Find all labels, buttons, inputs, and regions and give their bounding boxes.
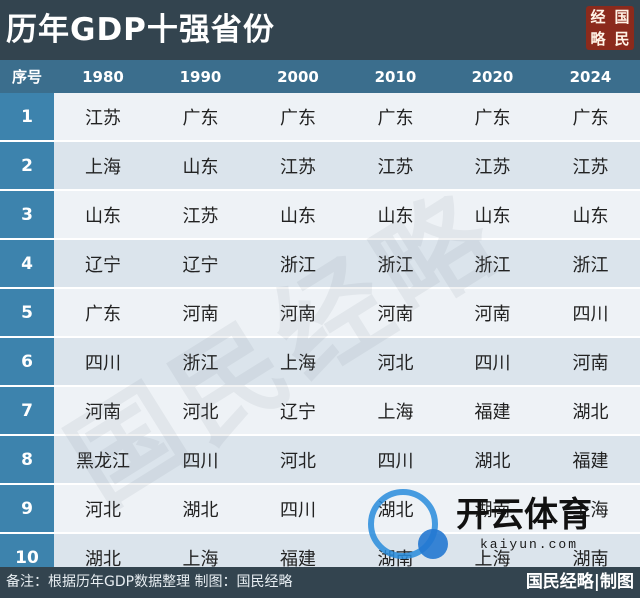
seal-char: 略 [590,30,606,48]
province-cell: 河南 [347,288,444,338]
table-row: 3 山东 江苏 山东 山东 山东 山东 [0,190,640,240]
table-row: 7 河南 河北 辽宁 上海 福建 湖北 [0,386,640,436]
table-row: 1 江苏 广东 广东 广东 广东 广东 [0,93,640,142]
seal-char: 国 [614,8,630,26]
province-cell: 广东 [444,93,541,142]
rank-number: 8 [0,435,54,485]
table-row: 5 广东 河南 河南 河南 河南 四川 [0,288,640,338]
seal-char: 民 [614,30,630,48]
province-cell: 四川 [249,484,347,534]
province-cell: 广东 [152,93,249,142]
province-cell: 山东 [152,141,249,191]
province-cell: 江苏 [347,141,444,191]
rank-number: 1 [0,93,54,142]
column-header-year: 1980 [54,60,152,93]
province-cell: 浙江 [249,239,347,289]
province-cell: 河北 [152,386,249,436]
province-cell: 江苏 [541,141,640,191]
province-cell: 湖南 [444,484,541,534]
province-cell: 四川 [444,337,541,387]
province-cell: 江苏 [444,141,541,191]
province-cell: 浙江 [444,239,541,289]
province-cell: 山东 [54,190,152,240]
table-row: 8 黑龙江 四川 河北 四川 湖北 福建 [0,435,640,485]
province-cell: 河南 [444,288,541,338]
province-cell: 四川 [347,435,444,485]
province-cell: 河南 [54,386,152,436]
rank-number: 7 [0,386,54,436]
column-header-year: 2024 [541,60,640,93]
page-title: 历年GDP十强省份 [6,12,275,48]
source-note: 备注：根据历年GDP数据整理 制图：国民经略 [6,574,293,590]
province-cell: 广东 [249,93,347,142]
province-cell: 河南 [152,288,249,338]
province-cell: 四川 [54,337,152,387]
table-row: 6 四川 浙江 上海 河北 四川 河南 [0,337,640,387]
province-cell: 湖北 [444,435,541,485]
province-cell: 福建 [541,435,640,485]
province-cell: 上海 [249,337,347,387]
province-cell: 山东 [347,190,444,240]
footer-bar: 备注：根据历年GDP数据整理 制图：国民经略 国民经略|制图 [0,567,640,598]
table-row: 9 河北 湖北 四川 湖北 湖南 上海 [0,484,640,534]
title-bar: 历年GDP十强省份 经 国 略 民 [0,0,640,60]
column-header-year: 2000 [249,60,347,93]
province-cell: 河北 [54,484,152,534]
province-cell: 辽宁 [152,239,249,289]
rank-number: 9 [0,484,54,534]
province-cell: 广东 [54,288,152,338]
province-cell: 江苏 [54,93,152,142]
province-cell: 上海 [541,484,640,534]
province-cell: 辽宁 [54,239,152,289]
table-row: 2 上海 山东 江苏 江苏 江苏 江苏 [0,141,640,191]
province-cell: 广东 [541,93,640,142]
province-cell: 江苏 [152,190,249,240]
province-cell: 浙江 [541,239,640,289]
province-cell: 辽宁 [249,386,347,436]
rank-number: 4 [0,239,54,289]
column-header-row: 序号 1980 1990 2000 2010 2020 2024 [0,60,640,93]
province-cell: 福建 [444,386,541,436]
brand-credit: 国民经略|制图 [525,572,634,592]
province-cell: 河北 [347,337,444,387]
rank-number: 2 [0,141,54,191]
province-cell: 山东 [444,190,541,240]
rank-number: 3 [0,190,54,240]
province-cell: 浙江 [347,239,444,289]
rank-number: 5 [0,288,54,338]
province-cell: 河南 [541,337,640,387]
province-cell: 浙江 [152,337,249,387]
province-cell: 上海 [54,141,152,191]
column-header-year: 1990 [152,60,249,93]
province-cell: 湖北 [152,484,249,534]
province-cell: 黑龙江 [54,435,152,485]
column-header-year: 2020 [444,60,541,93]
province-cell: 河北 [249,435,347,485]
table-row: 4 辽宁 辽宁 浙江 浙江 浙江 浙江 [0,239,640,289]
province-cell: 河南 [249,288,347,338]
province-cell: 湖北 [347,484,444,534]
seal-logo: 经 国 略 民 [586,6,634,50]
rank-number: 6 [0,337,54,387]
province-cell: 山东 [249,190,347,240]
province-cell: 四川 [541,288,640,338]
seal-char: 经 [590,8,606,26]
province-cell: 广东 [347,93,444,142]
column-header-index: 序号 [0,60,54,93]
province-cell: 湖北 [541,386,640,436]
province-cell: 山东 [541,190,640,240]
province-cell: 四川 [152,435,249,485]
ranking-table: 序号 1980 1990 2000 2010 2020 2024 1 江苏 广东 广东… [0,60,640,583]
province-cell: 上海 [347,386,444,436]
column-header-year: 2010 [347,60,444,93]
province-cell: 江苏 [249,141,347,191]
